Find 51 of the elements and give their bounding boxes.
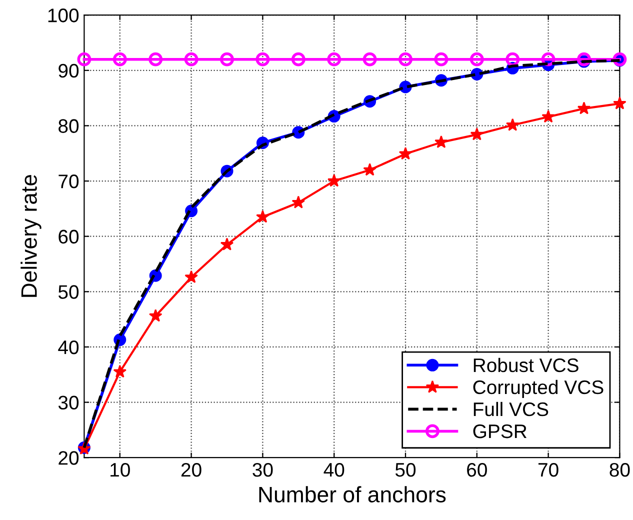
x-tick-label: 80 bbox=[610, 462, 630, 477]
y-tick-label: 20 bbox=[58, 451, 79, 465]
y-tick-label: 90 bbox=[58, 64, 79, 78]
point bbox=[327, 174, 341, 187]
point bbox=[148, 52, 163, 66]
y-axis-title: Delivery rate bbox=[20, 174, 42, 297]
point bbox=[434, 135, 448, 148]
point bbox=[184, 270, 198, 284]
point bbox=[291, 52, 306, 66]
x-tick-label: 60 bbox=[467, 462, 487, 477]
point bbox=[577, 52, 591, 66]
point bbox=[434, 52, 448, 66]
legend-label: Corrupted VCS bbox=[473, 380, 604, 398]
x-tick-label: 70 bbox=[538, 462, 558, 477]
y-tick-label: 40 bbox=[58, 340, 79, 354]
y-tick-label: 30 bbox=[58, 396, 79, 410]
point bbox=[362, 52, 377, 66]
point bbox=[327, 52, 342, 66]
y-tick-label: 50 bbox=[58, 285, 79, 299]
x-tick-label: 20 bbox=[181, 462, 202, 477]
x-tick-label: 40 bbox=[324, 462, 344, 477]
point bbox=[148, 309, 162, 322]
y-tick-label: 60 bbox=[58, 230, 79, 244]
point bbox=[256, 210, 270, 223]
x-axis-title: Number of anchors bbox=[259, 486, 446, 502]
point bbox=[77, 52, 92, 66]
point bbox=[112, 52, 127, 66]
x-tick-label: 50 bbox=[395, 462, 416, 477]
legend-label: Full VCS bbox=[474, 402, 548, 416]
point bbox=[542, 110, 555, 123]
point bbox=[184, 52, 198, 66]
point bbox=[256, 52, 270, 66]
y-tick-label: 80 bbox=[58, 119, 79, 133]
point bbox=[506, 118, 520, 131]
point bbox=[220, 52, 234, 66]
x-tick-label: 10 bbox=[110, 462, 130, 477]
point bbox=[613, 96, 626, 110]
point bbox=[577, 102, 591, 114]
point bbox=[363, 163, 376, 176]
point bbox=[470, 52, 484, 66]
legend-label: Robust VCS bbox=[474, 358, 578, 372]
point bbox=[398, 146, 412, 160]
point bbox=[220, 238, 234, 250]
point bbox=[113, 364, 127, 378]
point bbox=[292, 196, 306, 208]
point bbox=[470, 128, 484, 140]
point bbox=[398, 52, 412, 66]
legend-label: GPSR bbox=[473, 424, 527, 438]
x-tick-label: 30 bbox=[252, 462, 273, 477]
y-tick-label: 100 bbox=[48, 8, 79, 22]
y-tick-label: 70 bbox=[58, 174, 79, 188]
